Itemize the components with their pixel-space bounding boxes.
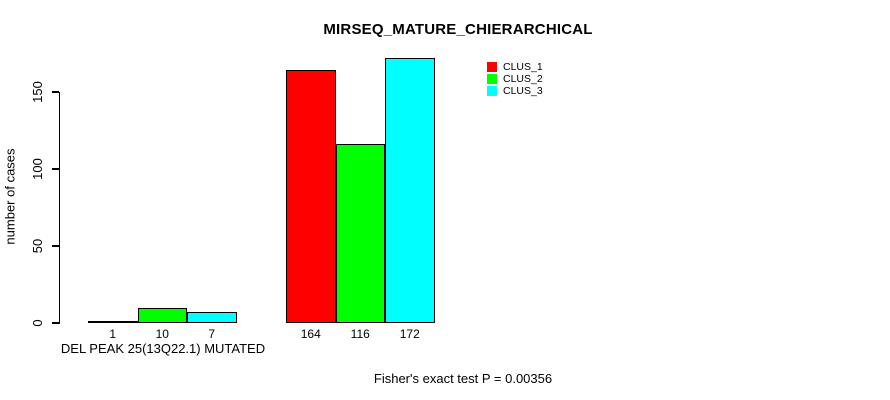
y-axis-label: number of cases [2,148,18,245]
y-axis-tick-label: 50 [30,238,45,254]
legend-item-clus_3: CLUS_3 [487,86,543,96]
x-axis-label: DEL PEAK 25(13Q22.1) MUTATED [60,341,266,356]
bar-clus_2-group-2 [335,144,385,323]
statistical-annotation: Fisher's exact test P = 0.00356 [373,371,553,386]
legend-swatch-icon [487,62,497,72]
bar-clus_3-group-1 [187,312,237,323]
bar-clus_1-group-2 [286,70,336,323]
bar-clus_1-group-1 [88,321,138,324]
bar-value-label: 10 [155,327,169,341]
bar-value-label: 172 [399,327,420,341]
bar-clus_2-group-1 [137,307,187,323]
y-axis-tick [52,168,59,170]
legend: CLUS_1 CLUS_2 CLUS_3 [487,62,543,98]
legend-label: CLUS_2 [503,73,543,85]
chart-title: MIRSEQ_MATURE_CHIERARCHICAL [323,21,593,38]
bar-clus_3-group-2 [385,58,435,323]
y-axis-tick [52,245,59,247]
legend-item-clus_2: CLUS_2 [487,74,543,84]
y-axis-tick-label: 100 [30,158,45,180]
y-axis-line [59,92,61,324]
y-axis-tick [52,91,59,93]
bar-value-label: 7 [208,327,216,341]
bar-value-label: 164 [300,327,321,341]
bar-value-label: 1 [109,327,117,341]
legend-label: CLUS_3 [503,85,543,97]
y-axis-tick [52,322,59,324]
legend-swatch-icon [487,74,497,84]
legend-label: CLUS_1 [503,61,543,73]
y-axis-tick-label: 150 [30,81,45,103]
legend-swatch-icon [487,86,497,96]
bar-value-label: 116 [350,327,370,341]
legend-item-clus_1: CLUS_1 [487,62,543,72]
